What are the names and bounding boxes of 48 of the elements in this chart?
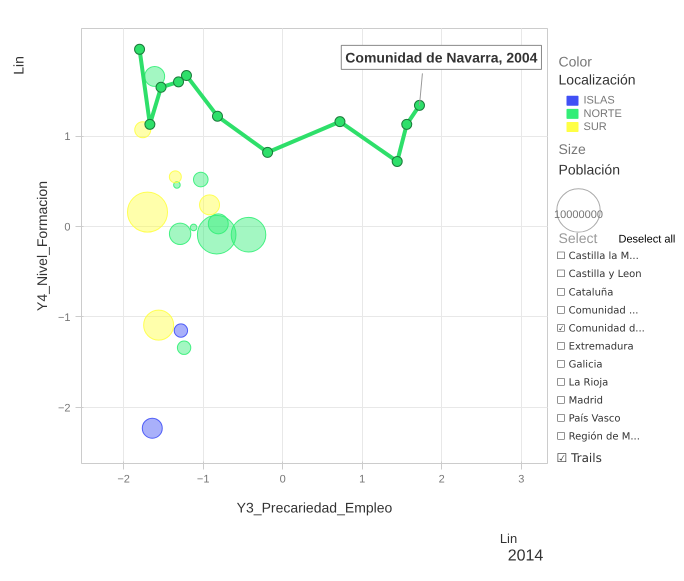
point	[134, 44, 146, 55]
point	[156, 82, 167, 93]
y-axis-title: Y4_Nivel_Formacion	[34, 181, 50, 311]
x-tick-label: 0	[280, 474, 286, 486]
text: Select	[558, 230, 598, 246]
legend-label: SUR	[584, 120, 607, 133]
y-tick-label: 0	[64, 222, 71, 234]
x-tick-label: −1	[196, 474, 210, 486]
legend-label: NORTE	[584, 108, 622, 120]
text: Color	[558, 53, 592, 70]
text: Población	[558, 162, 620, 178]
legend-title: Localización	[558, 71, 636, 88]
text: ☐ Cataluña	[556, 287, 614, 298]
x-tick-label: −2	[117, 474, 130, 486]
point	[180, 70, 192, 82]
text: ☐ Extremadura	[556, 341, 634, 352]
point	[334, 116, 346, 128]
point	[262, 146, 274, 158]
x-tick-label: 2	[438, 474, 445, 486]
legend-label: ISLAS	[584, 94, 615, 107]
text: Deselect all	[618, 233, 676, 246]
point	[212, 110, 223, 122]
y-tick-label: −2	[58, 402, 71, 414]
point	[401, 118, 412, 130]
point	[144, 118, 156, 130]
point	[414, 100, 425, 111]
point	[392, 156, 403, 167]
text: ☐ Región de M...	[556, 432, 640, 443]
text: 2014	[508, 548, 544, 564]
text: Lin	[10, 56, 26, 75]
text: Size	[558, 141, 586, 158]
text: ☑ Trails	[556, 450, 602, 465]
text: ☐ Comunidad ...	[556, 305, 638, 316]
x-tick-label: 1	[359, 474, 366, 486]
text: ☐ Madrid	[556, 396, 603, 407]
text: Lin	[500, 531, 518, 546]
text: ☑ Comunidad d...	[556, 323, 645, 334]
text: ☐ Castilla la M...	[556, 251, 639, 262]
text: ☐ La Rioja	[556, 378, 608, 389]
annotation: Comunidad de Navarra, 2004	[345, 49, 538, 66]
point	[173, 76, 184, 88]
text: ☐ Galicia	[556, 360, 602, 371]
text: ☐ Castilla y Leon	[556, 269, 642, 280]
x-axis-title: Y3_Precariedad_Empleo	[236, 500, 393, 516]
y-tick-label: −1	[58, 312, 71, 324]
x-tick-label: 3	[518, 474, 524, 486]
text: ☐ País Vasco	[556, 414, 621, 425]
y-tick-label: 1	[64, 131, 71, 144]
